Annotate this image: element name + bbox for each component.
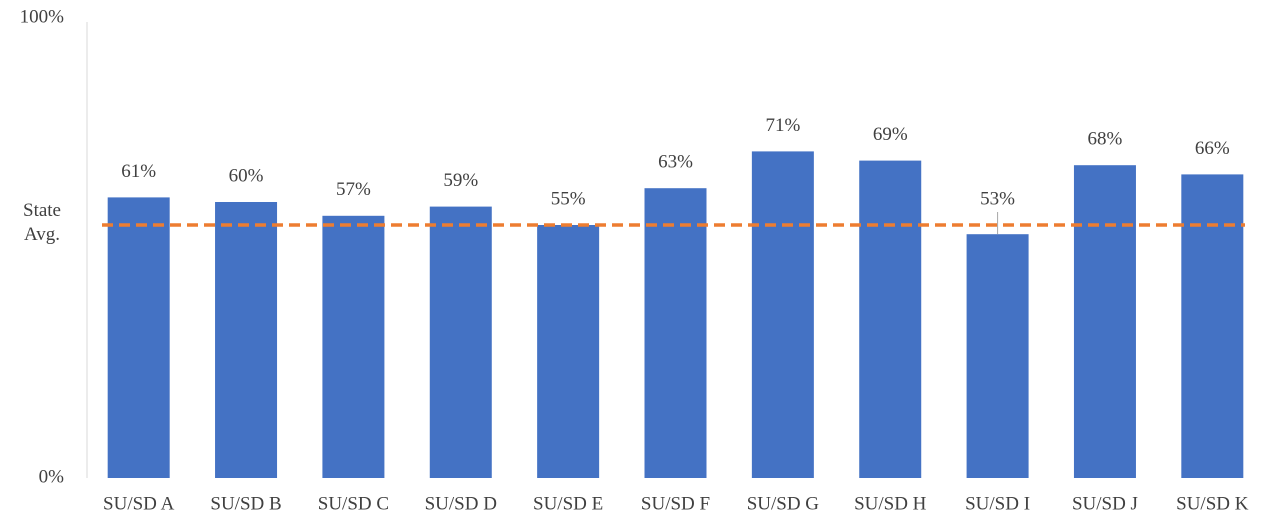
data-label: 53% <box>980 188 1015 209</box>
x-tick-label: SU/SD H <box>854 493 927 514</box>
data-label: 71% <box>765 115 800 136</box>
data-label: 57% <box>336 179 371 200</box>
reference-label: State Avg. <box>23 200 61 245</box>
bar <box>322 215 385 479</box>
bar <box>859 160 922 478</box>
bar <box>107 197 170 478</box>
x-tick-label: SU/SD J <box>1072 493 1138 514</box>
x-tick-label: SU/SD B <box>210 493 281 514</box>
data-label: 61% <box>121 161 156 182</box>
data-label: 66% <box>1195 138 1230 159</box>
bar <box>537 225 600 478</box>
bar <box>644 188 707 478</box>
bar <box>1181 174 1244 478</box>
x-tick-label: SU/SD K <box>1176 493 1249 514</box>
x-tick-label: SU/SD E <box>533 493 603 514</box>
data-label: 68% <box>1088 129 1123 150</box>
x-tick-label: SU/SD C <box>318 493 389 514</box>
data-label: 60% <box>229 165 264 186</box>
bar <box>1073 165 1136 478</box>
x-tick-label: SU/SD G <box>747 493 820 514</box>
y-tick-label: 0% <box>39 466 65 487</box>
x-tick-label: SU/SD I <box>965 493 1030 514</box>
bar <box>429 206 492 478</box>
y-tick-label: 100% <box>20 6 65 27</box>
data-label: 69% <box>873 124 908 145</box>
data-label: 55% <box>551 188 586 209</box>
bar <box>966 234 1029 478</box>
bar <box>751 151 814 478</box>
data-label: 59% <box>443 170 478 191</box>
bar <box>215 202 278 478</box>
x-tick-label: SU/SD D <box>425 493 497 514</box>
x-tick-label: SU/SD A <box>103 493 175 514</box>
data-label: 63% <box>658 152 693 173</box>
x-tick-label: SU/SD F <box>641 493 710 514</box>
